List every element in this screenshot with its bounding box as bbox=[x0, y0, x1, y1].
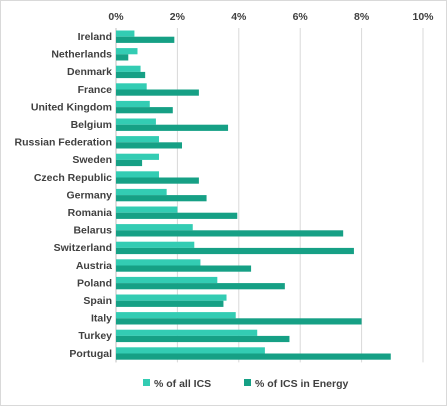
bar-ics-energy bbox=[116, 283, 285, 290]
x-tick-label: 10% bbox=[412, 11, 434, 23]
category-label: Germany bbox=[66, 189, 112, 201]
bar-ics-energy bbox=[116, 265, 252, 272]
legend-swatch bbox=[143, 379, 150, 386]
category-label: Belarus bbox=[73, 225, 112, 237]
bar-all-ics bbox=[116, 241, 195, 248]
bar-ics-energy bbox=[116, 318, 362, 325]
bar-all-ics bbox=[116, 30, 135, 37]
bar-ics-energy bbox=[116, 353, 391, 360]
bar-all-ics bbox=[116, 329, 258, 336]
x-tick-label: 6% bbox=[293, 11, 309, 23]
bar-all-ics bbox=[116, 136, 159, 143]
bar-all-ics bbox=[116, 153, 159, 160]
x-tick-label: 2% bbox=[170, 11, 186, 23]
category-label: Ireland bbox=[78, 31, 112, 43]
bar-ics-energy bbox=[116, 247, 354, 255]
category-label: Italy bbox=[91, 313, 112, 325]
legend-swatch bbox=[244, 379, 251, 386]
category-label: Romania bbox=[68, 207, 113, 219]
bar-all-ics bbox=[116, 276, 218, 284]
category-label: Portugal bbox=[69, 348, 112, 360]
category-label: Spain bbox=[83, 295, 112, 307]
bar-ics-energy bbox=[116, 212, 238, 219]
bar-ics-energy bbox=[116, 195, 207, 202]
bar-ics-energy bbox=[116, 159, 143, 167]
bar-all-ics bbox=[116, 312, 236, 319]
bar-all-ics bbox=[116, 65, 141, 72]
legend-label: % of all ICS bbox=[154, 378, 211, 390]
bar-ics-energy bbox=[116, 124, 229, 131]
category-label: Russian Federation bbox=[15, 137, 112, 149]
category-label: Turkey bbox=[78, 330, 112, 342]
category-label: France bbox=[78, 84, 113, 96]
category-label: Denmark bbox=[67, 66, 112, 78]
bar-ics-energy bbox=[116, 177, 199, 184]
bar-all-ics bbox=[116, 224, 193, 231]
bar-all-ics bbox=[116, 206, 178, 213]
bar-all-ics bbox=[116, 118, 156, 125]
bar-all-ics bbox=[116, 100, 150, 108]
category-label: Sweden bbox=[72, 154, 112, 166]
bar-ics-energy bbox=[116, 54, 129, 61]
bar-all-ics bbox=[116, 259, 201, 266]
category-label: United Kingdom bbox=[31, 101, 112, 113]
bar-ics-energy bbox=[116, 107, 173, 114]
bar-all-ics bbox=[116, 48, 138, 55]
bar-all-ics bbox=[116, 171, 159, 178]
category-label: Poland bbox=[77, 277, 112, 289]
category-label: Belgium bbox=[71, 119, 112, 131]
x-tick-label: 0% bbox=[108, 11, 124, 23]
category-label: Switzerland bbox=[54, 242, 112, 254]
bar-ics-energy bbox=[116, 142, 183, 149]
bar-ics-energy bbox=[116, 335, 290, 343]
bar-ics-energy bbox=[116, 36, 175, 43]
category-label: Czech Republic bbox=[34, 172, 112, 184]
bar-all-ics bbox=[116, 188, 167, 196]
bar-all-ics bbox=[116, 347, 265, 354]
category-label: Austria bbox=[76, 260, 112, 272]
x-tick-label: 8% bbox=[354, 11, 370, 23]
category-label: Netherlands bbox=[51, 49, 112, 61]
bar-all-ics bbox=[116, 294, 227, 301]
bar-ics-energy bbox=[116, 71, 146, 79]
bar-ics-energy bbox=[116, 230, 344, 237]
bar-ics-energy bbox=[116, 89, 199, 96]
legend-label: % of ICS in Energy bbox=[255, 378, 349, 390]
bar-ics-energy bbox=[116, 300, 224, 307]
x-tick-label: 4% bbox=[231, 11, 247, 23]
bar-all-ics bbox=[116, 83, 147, 90]
